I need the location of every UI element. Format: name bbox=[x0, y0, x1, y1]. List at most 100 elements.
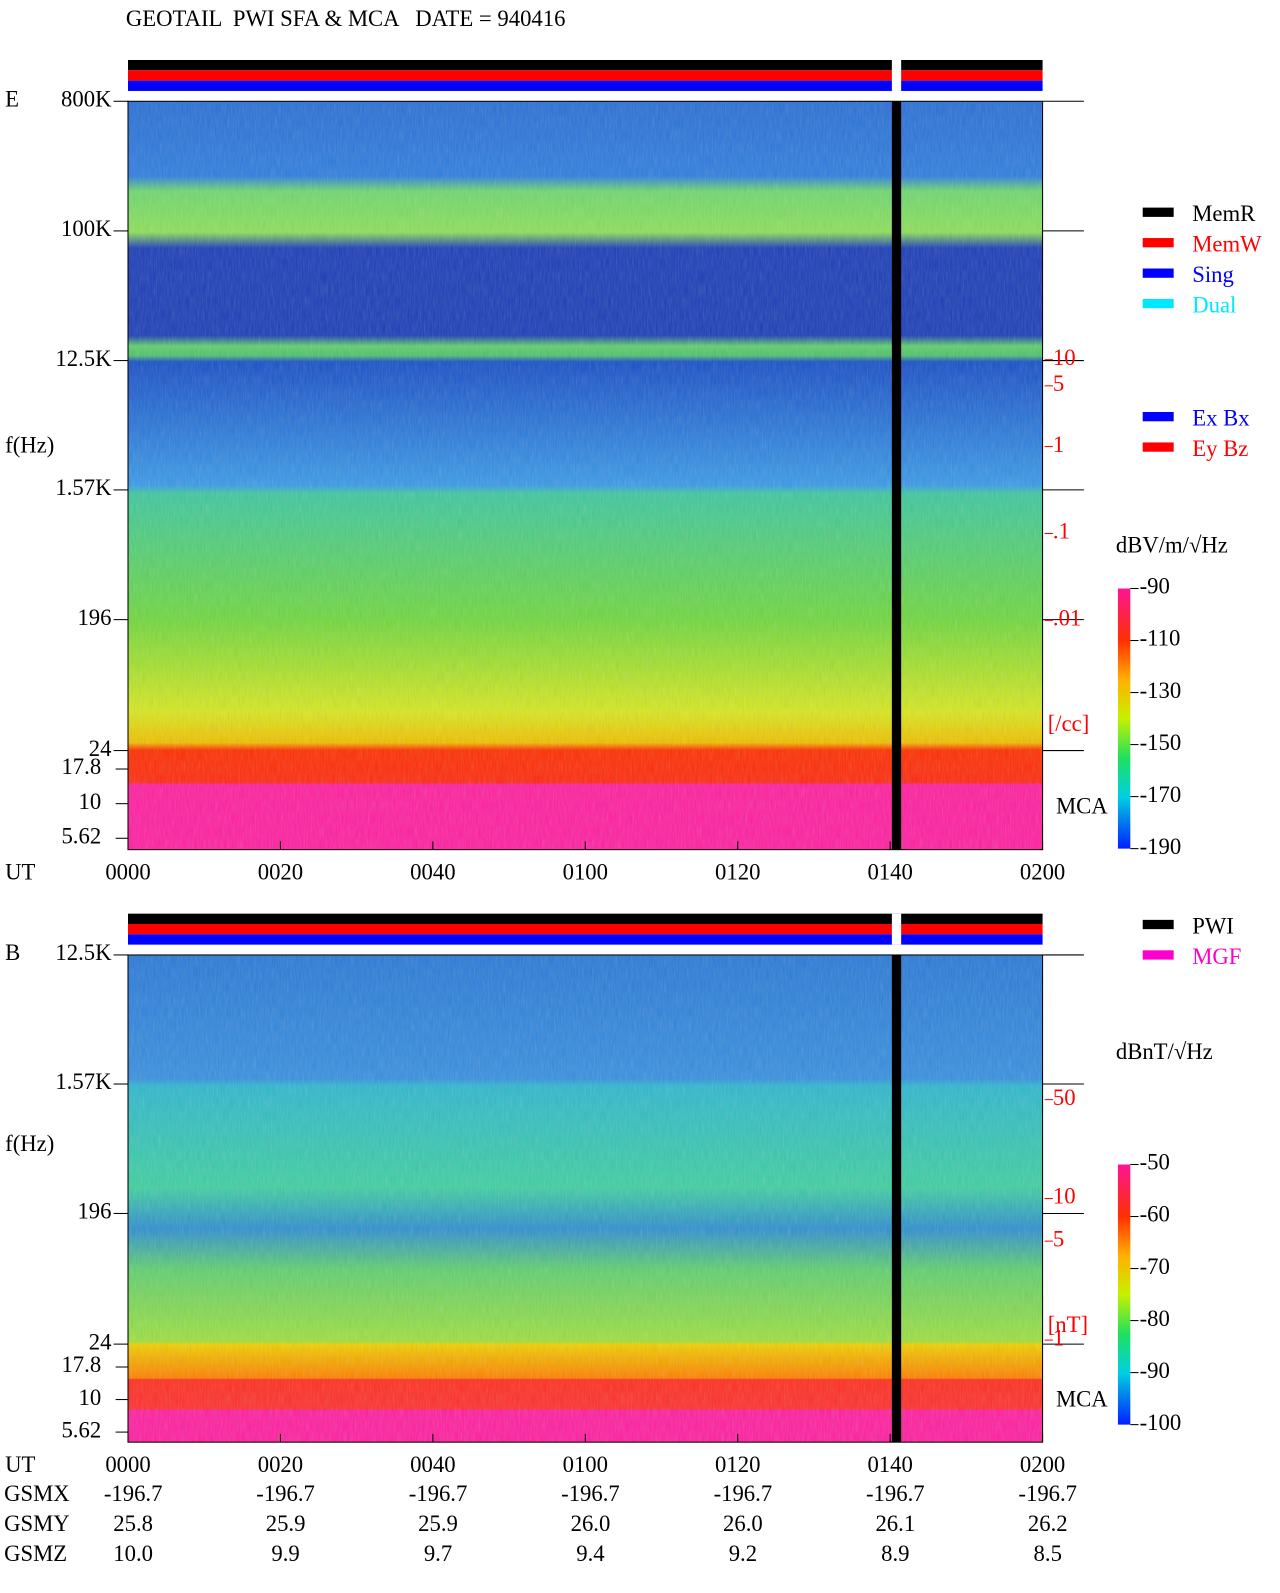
y-axis-label: f(Hz) bbox=[5, 432, 54, 457]
mca-tick-label: 5.62 bbox=[61, 823, 101, 848]
colorbar-tick-label: -170 bbox=[1140, 782, 1182, 807]
ephemeris-value: -196.7 bbox=[256, 1481, 315, 1506]
mca-label: MCA bbox=[1056, 794, 1108, 819]
colorbar-tick-label: -90 bbox=[1140, 574, 1170, 599]
colorbar-label: dBV/m/√Hz bbox=[1116, 532, 1228, 557]
ephemeris-value: -196.7 bbox=[104, 1481, 163, 1506]
x-tick-label: 0140 bbox=[867, 860, 912, 885]
ephemeris-value: -196.7 bbox=[561, 1481, 620, 1506]
y2-tick-label: 5 bbox=[1053, 371, 1064, 396]
x-tick-label: 0200 bbox=[1020, 860, 1065, 885]
legend-swatch bbox=[1142, 411, 1174, 422]
y2-tick-label: 10 bbox=[1053, 1184, 1076, 1209]
colorbar bbox=[1117, 1164, 1131, 1425]
x-axis-label: UT bbox=[5, 1452, 35, 1477]
ephemeris-value: 26.0 bbox=[571, 1511, 611, 1536]
colorbar-tick-label: -90 bbox=[1140, 1358, 1170, 1383]
ephemeris-value: -196.7 bbox=[1018, 1481, 1077, 1506]
ephemeris-value: 9.9 bbox=[271, 1541, 299, 1566]
texture bbox=[128, 101, 1043, 850]
legend-swatch bbox=[1142, 442, 1174, 452]
x-tick-label: 0120 bbox=[715, 860, 760, 885]
y-tick-label: 24 bbox=[89, 736, 112, 761]
legend-label: Sing bbox=[1192, 262, 1234, 287]
legend-swatch bbox=[1142, 268, 1174, 278]
ephemeris-label: GSMX bbox=[4, 1481, 70, 1506]
colorbar-tick-label: -60 bbox=[1140, 1202, 1170, 1227]
ephemeris-value: 25.9 bbox=[418, 1511, 458, 1536]
ephemeris-value: -196.7 bbox=[409, 1481, 468, 1506]
y2-tick-label: 10 bbox=[1053, 345, 1076, 370]
legend-label: MemW bbox=[1192, 232, 1262, 257]
y2-tick-label: 1 bbox=[1053, 1325, 1064, 1350]
x-tick-label: 0200 bbox=[1020, 1452, 1065, 1477]
y-tick-label: 12.5K bbox=[55, 940, 112, 965]
y-tick-label: 24 bbox=[89, 1329, 112, 1354]
colorbar-tick-label: -100 bbox=[1140, 1410, 1182, 1435]
y2-tick-label: 50 bbox=[1053, 1085, 1076, 1110]
status-bars bbox=[128, 59, 1043, 945]
y2-tick-label: .01 bbox=[1053, 606, 1081, 631]
mca-tick-label: 10 bbox=[78, 1385, 101, 1410]
y-axis-label: f(Hz) bbox=[5, 1131, 54, 1156]
x-tick-label: 0000 bbox=[105, 1452, 150, 1477]
legend-swatch bbox=[1142, 919, 1174, 930]
mca-tick-label: 10 bbox=[78, 789, 101, 814]
y2-unit: [/cc] bbox=[1048, 711, 1090, 736]
y-tick-label: 100K bbox=[61, 216, 112, 241]
ephemeris-value: 8.5 bbox=[1034, 1541, 1062, 1566]
colorbar-tick-label: -70 bbox=[1140, 1254, 1170, 1279]
legend-swatch bbox=[1142, 207, 1174, 217]
y2-unit: [nT] bbox=[1048, 1312, 1088, 1337]
colorbar-tick-label: -150 bbox=[1140, 730, 1182, 755]
legend-swatch bbox=[1142, 238, 1174, 248]
ephemeris-value: -196.7 bbox=[714, 1481, 773, 1506]
ephemeris-value: 9.7 bbox=[424, 1541, 452, 1566]
ephemeris-value: 26.2 bbox=[1028, 1511, 1068, 1536]
ephemeris-value: 9.4 bbox=[576, 1541, 604, 1566]
ephemeris-value: 9.2 bbox=[729, 1541, 757, 1566]
data-gap bbox=[891, 101, 902, 850]
x-axis-label: UT bbox=[5, 860, 35, 885]
ephemeris-value: 25.8 bbox=[113, 1511, 153, 1536]
x-tick-label: 0100 bbox=[563, 860, 608, 885]
legend-swatch bbox=[1142, 950, 1174, 960]
y-tick-label: 196 bbox=[77, 605, 111, 630]
colorbar-tick-label: -190 bbox=[1140, 834, 1182, 859]
ephemeris-value: 26.0 bbox=[723, 1511, 763, 1536]
legend-label: MGF bbox=[1192, 944, 1241, 969]
y-tick-label: 196 bbox=[77, 1199, 111, 1224]
ephemeris-label: GSMZ bbox=[4, 1541, 67, 1566]
mca-tick-label: 17.8 bbox=[61, 1352, 101, 1377]
x-tick-label: 0040 bbox=[410, 1452, 455, 1477]
mca-tick-label: 17.8 bbox=[61, 754, 101, 779]
texture bbox=[128, 954, 1043, 1443]
ephemeris-value: -196.7 bbox=[866, 1481, 925, 1506]
legend-label: PWI bbox=[1192, 913, 1234, 938]
data-gap bbox=[891, 954, 902, 1443]
panel-label: B bbox=[5, 940, 20, 965]
y-tick-label: 800K bbox=[61, 86, 112, 111]
y2-tick-label: .1 bbox=[1053, 519, 1070, 544]
x-tick-label: 0020 bbox=[258, 1452, 303, 1477]
colorbar-tick-label: -80 bbox=[1140, 1306, 1170, 1331]
panel-label: E bbox=[5, 86, 19, 111]
x-tick-label: 0120 bbox=[715, 1452, 760, 1477]
x-tick-label: 0020 bbox=[258, 860, 303, 885]
y2-tick-label: 1 bbox=[1053, 432, 1064, 457]
ephemeris-value: 25.9 bbox=[266, 1511, 306, 1536]
legend-label: Ey Bz bbox=[1192, 436, 1248, 461]
x-tick-label: 0000 bbox=[105, 860, 150, 885]
ephemeris-value: 8.9 bbox=[881, 1541, 909, 1566]
ephemeris-value: 10.0 bbox=[113, 1541, 153, 1566]
legend-label: MemR bbox=[1192, 201, 1256, 226]
legend-label: Ex Bx bbox=[1192, 405, 1250, 430]
colorbar bbox=[1117, 588, 1131, 849]
y-tick-label: 1.57K bbox=[55, 475, 112, 500]
legend-label: Dual bbox=[1192, 292, 1236, 317]
y2-tick-label: 5 bbox=[1053, 1226, 1064, 1251]
mca-tick-label: 5.62 bbox=[61, 1417, 101, 1442]
mca-label: MCA bbox=[1056, 1387, 1108, 1412]
colorbar-label: dBnT/√Hz bbox=[1116, 1039, 1213, 1064]
